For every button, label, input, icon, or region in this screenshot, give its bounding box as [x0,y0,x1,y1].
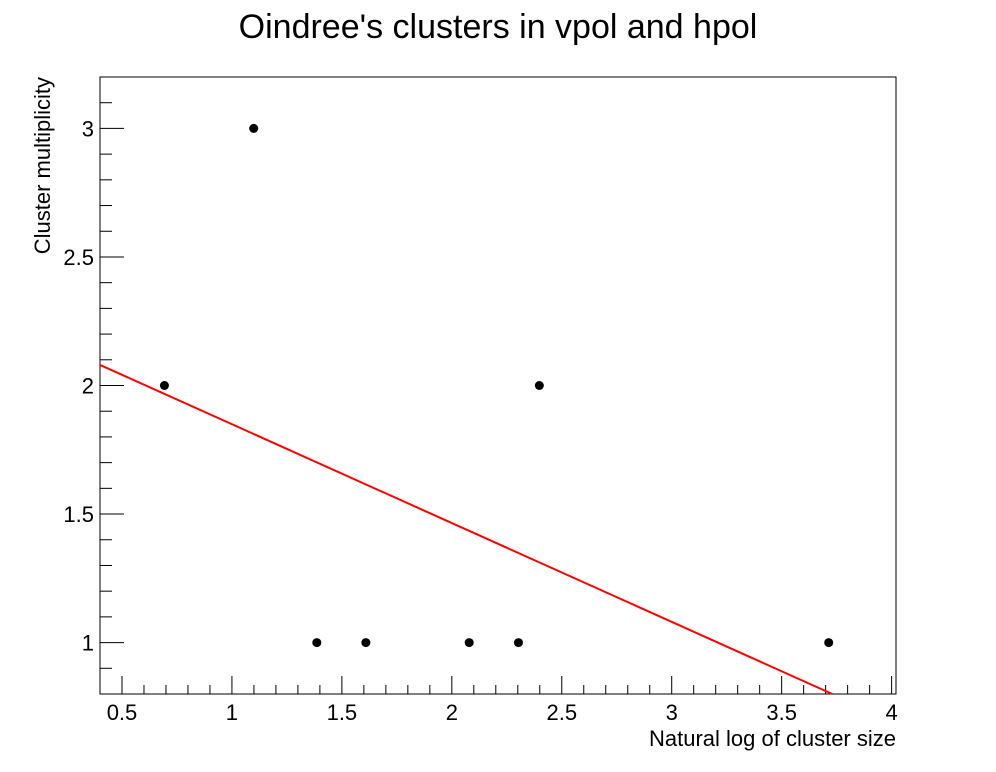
data-point [361,638,371,648]
x-tick-label: 3 [666,700,678,725]
y-axis-ticks [100,76,124,695]
y-tick-label: 2.5 [63,245,94,270]
x-tick-label: 1 [226,700,238,725]
data-point [534,381,544,390]
y-tick-label: 1.5 [63,502,94,527]
x-tick-label: 0.5 [107,700,138,725]
chart-title: Oindree's clusters in vpol and hpol [239,8,758,46]
y-axis-tick-labels: 1 1.5 2 2.5 3 [63,116,94,655]
y-tick-label: 1 [82,631,94,656]
x-axis-label: Natural log of cluster size [649,726,896,751]
data-point [824,638,834,648]
data-point [249,123,259,133]
y-tick-label: 3 [82,116,94,141]
x-axis-tick-labels: 0.5 1 1.5 2 2.5 3 3.5 4 [107,700,898,725]
x-axis-ticks [99,676,893,694]
data-point [513,638,523,648]
plot-frame [99,76,897,695]
fit-line-layer [99,364,833,695]
data-point [159,381,169,390]
data-points-layer [159,123,834,648]
y-tick-label: 2 [82,374,94,399]
x-tick-label: 2.5 [546,700,577,725]
data-point [464,638,474,648]
x-tick-label: 3.5 [766,700,797,725]
fit-line [99,364,833,695]
x-tick-label: 2 [446,700,458,725]
y-axis-label: Cluster multiplicity [30,77,55,254]
data-point [312,638,322,648]
x-tick-label: 4 [885,700,897,725]
x-tick-label: 1.5 [327,700,358,725]
